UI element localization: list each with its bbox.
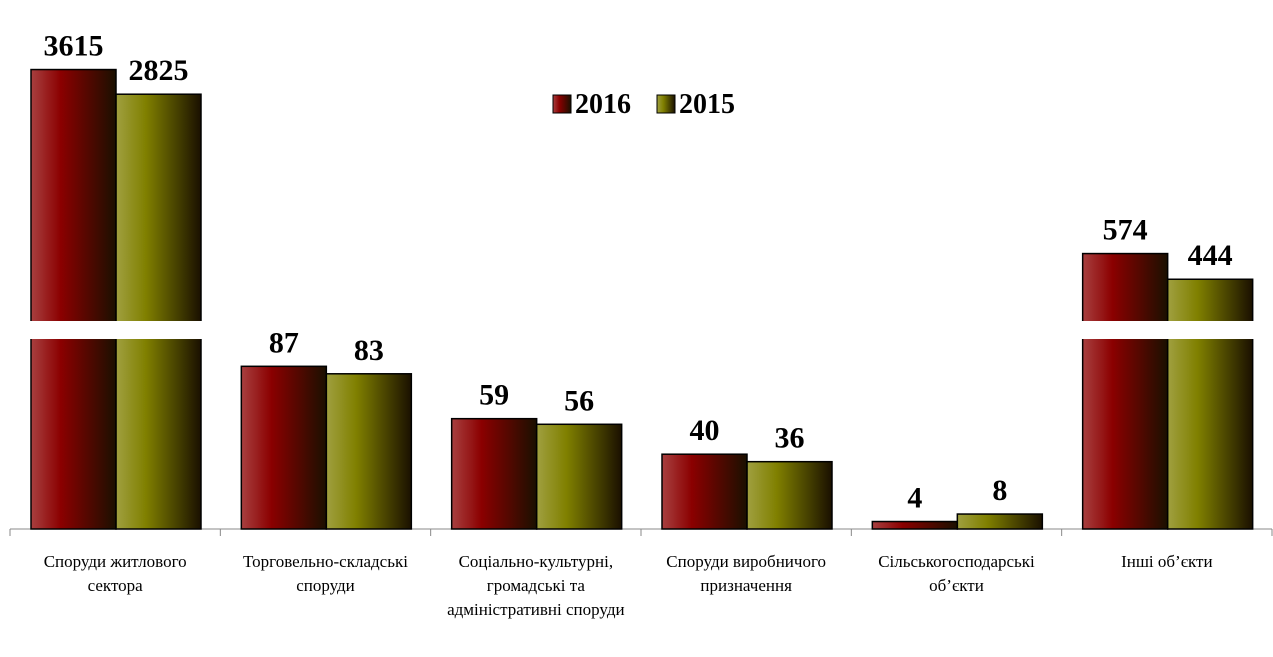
bar [535, 423, 623, 530]
data-label: 56 [564, 384, 594, 417]
data-label: 3615 [44, 30, 104, 63]
x-tick-label: Споруди виробничого призначення [666, 552, 827, 595]
x-tick-label: Торговельно-складські споруди [243, 552, 408, 595]
data-label: 36 [775, 422, 805, 455]
legend-label: 2016 [575, 89, 631, 120]
axis-break [1076, 321, 1261, 339]
data-label: 8 [992, 474, 1007, 507]
axis-break [25, 321, 209, 339]
data-label: 444 [1188, 239, 1233, 272]
data-label: 4 [907, 482, 922, 515]
data-label: 83 [354, 334, 384, 367]
bar [240, 365, 328, 530]
data-label: 574 [1103, 214, 1148, 247]
data-label: 40 [690, 414, 720, 447]
bar [746, 460, 833, 530]
bar [956, 513, 1044, 530]
x-tick-label: Сільськогосподарські об’єкти [878, 552, 1035, 595]
data-label: 59 [479, 379, 509, 412]
bar [450, 417, 538, 530]
bar [115, 93, 202, 530]
legend-label: 2015 [679, 89, 735, 120]
x-tick-label: Соціально-культурні, громадські та адмін… [447, 552, 625, 619]
x-tick-label: Інші об’єкти [1121, 552, 1213, 571]
bar [30, 68, 117, 530]
bar [325, 373, 413, 530]
bar [661, 453, 748, 530]
bar [1081, 252, 1169, 530]
x-tick-label: Споруди житлового сектора [43, 552, 187, 595]
legend-swatch [656, 94, 676, 114]
legend-swatch [552, 94, 572, 114]
data-label: 87 [269, 326, 299, 359]
bar [1166, 278, 1254, 530]
bar [871, 520, 959, 530]
data-label: 2825 [129, 54, 189, 87]
